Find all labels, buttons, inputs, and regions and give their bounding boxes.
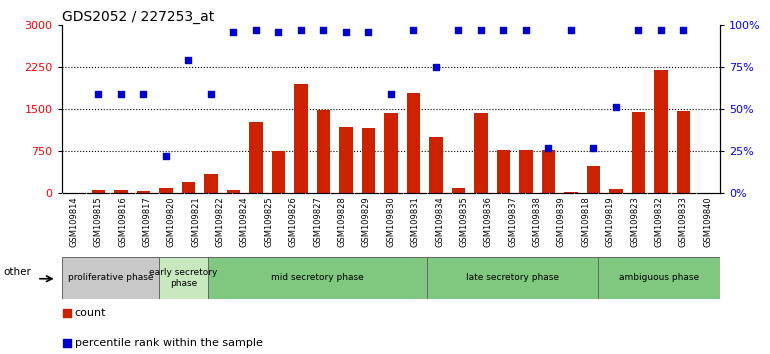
Text: GSM109816: GSM109816 (118, 196, 127, 247)
Point (384, 91, 397, 97)
Bar (136, 191, 150, 193)
Text: percentile rank within the sample: percentile rank within the sample (75, 338, 263, 348)
Point (340, 29, 352, 34)
Text: GSM109835: GSM109835 (460, 196, 468, 247)
Text: GSM109836: GSM109836 (484, 196, 493, 247)
Bar (159, 188, 172, 193)
Bar (654, 70, 668, 193)
Bar (114, 190, 128, 193)
Text: GSM109814: GSM109814 (69, 196, 79, 247)
Point (497, 27, 510, 33)
Point (430, 64, 442, 70)
Text: GSM109823: GSM109823 (630, 196, 639, 247)
Bar (497, 150, 510, 193)
Text: GSM109837: GSM109837 (508, 196, 517, 247)
Text: GSM109817: GSM109817 (142, 196, 152, 247)
Bar (427, 257, 598, 299)
Text: GSM109815: GSM109815 (94, 196, 102, 247)
Point (610, 104, 622, 110)
Bar (407, 93, 420, 193)
Bar (62, 257, 159, 299)
Text: GSM109828: GSM109828 (337, 196, 346, 247)
Bar (182, 182, 195, 193)
Point (677, 27, 689, 33)
Bar (541, 150, 555, 193)
Bar (204, 174, 217, 193)
Text: mid secretory phase: mid secretory phase (271, 273, 364, 282)
Text: GSM109822: GSM109822 (216, 196, 225, 247)
Text: GSM109838: GSM109838 (533, 196, 541, 247)
Bar (598, 257, 720, 299)
Text: GDS2052 / 227253_at: GDS2052 / 227253_at (62, 10, 214, 24)
Bar (519, 150, 533, 193)
Point (115, 91, 127, 97)
Bar (631, 112, 645, 193)
Point (520, 27, 532, 33)
Point (249, 27, 262, 33)
Text: GSM109830: GSM109830 (387, 196, 395, 247)
Point (61, 310, 73, 316)
Text: GSM109819: GSM109819 (606, 196, 614, 247)
Point (542, 145, 554, 150)
Bar (159, 257, 208, 299)
Bar (92, 190, 105, 193)
Bar (451, 188, 465, 193)
Point (452, 27, 464, 33)
Bar (316, 110, 330, 193)
Text: GSM109834: GSM109834 (435, 196, 444, 247)
Bar (294, 84, 307, 193)
Bar (609, 189, 622, 193)
Text: GSM109820: GSM109820 (167, 196, 176, 247)
Point (362, 29, 374, 34)
Text: GSM109827: GSM109827 (313, 196, 322, 247)
Bar (226, 190, 240, 193)
Text: GSM109833: GSM109833 (679, 196, 688, 247)
Bar (272, 151, 285, 193)
Bar (677, 110, 690, 193)
Point (587, 145, 599, 150)
Text: ambiguous phase: ambiguous phase (619, 273, 699, 282)
Bar (429, 137, 443, 193)
Point (92, 91, 105, 97)
Bar (384, 113, 397, 193)
Text: other: other (3, 267, 31, 276)
Point (159, 153, 172, 159)
Bar (208, 257, 427, 299)
Bar (362, 129, 375, 193)
Text: GSM109832: GSM109832 (654, 196, 664, 247)
Text: GSM109839: GSM109839 (557, 196, 566, 247)
Point (227, 29, 239, 34)
Text: GSM109829: GSM109829 (362, 196, 371, 247)
Text: count: count (75, 308, 106, 318)
Point (474, 27, 487, 33)
Bar (587, 166, 600, 193)
Point (205, 91, 217, 97)
Text: GSM109840: GSM109840 (703, 196, 712, 247)
Text: late secretory phase: late secretory phase (466, 273, 559, 282)
Bar (339, 127, 353, 193)
Point (272, 29, 284, 34)
Text: GSM109818: GSM109818 (581, 196, 591, 247)
Point (654, 27, 667, 33)
Text: GSM109826: GSM109826 (289, 196, 298, 247)
Point (182, 57, 195, 63)
Point (407, 27, 420, 33)
Point (137, 91, 149, 97)
Point (564, 27, 577, 33)
Point (295, 27, 307, 33)
Text: GSM109821: GSM109821 (191, 196, 200, 247)
Text: GSM109831: GSM109831 (410, 196, 420, 247)
Text: early secretory
phase: early secretory phase (149, 268, 218, 287)
Bar (564, 192, 578, 193)
Text: GSM109824: GSM109824 (240, 196, 249, 247)
Point (632, 27, 644, 33)
Text: GSM109825: GSM109825 (264, 196, 273, 247)
Point (317, 27, 330, 33)
Bar (249, 122, 263, 193)
Point (61, 340, 73, 346)
Bar (474, 113, 487, 193)
Text: proliferative phase: proliferative phase (68, 273, 153, 282)
